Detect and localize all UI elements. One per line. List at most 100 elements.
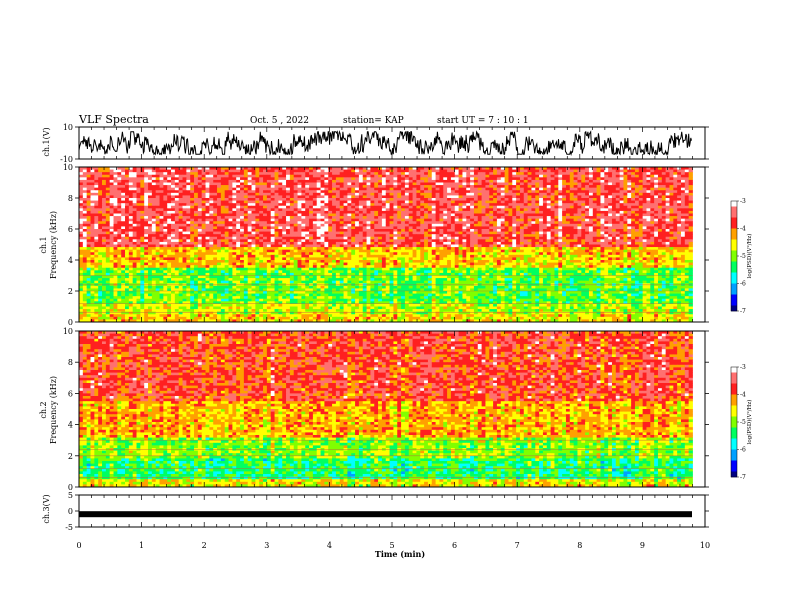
ch1-spectrogram-cell [428, 193, 432, 196]
ch1-spectrogram-cell [501, 211, 505, 214]
ch1-spectrogram-cell [459, 211, 463, 214]
ch1-spectrogram-cell [248, 198, 252, 201]
ch1-spectrogram-cell [424, 185, 428, 188]
ch1-spectrogram-cell [152, 226, 156, 229]
ch1-spectrogram-cell [627, 185, 631, 188]
ch1-spectrogram-cell [386, 214, 390, 217]
ch1-spectrogram-cell [236, 185, 240, 188]
ch1-spectrogram-cell [87, 175, 91, 178]
ch1-spectrogram-cell [156, 198, 160, 201]
ch1-spectrogram-cell [512, 170, 516, 173]
ch1-spectrogram-cell [83, 234, 87, 237]
ch1-spectrogram-cell [263, 195, 267, 198]
ch1-spectrogram-cell [186, 190, 190, 193]
ch1-spectrogram-cell [551, 211, 555, 214]
ch1-spectrogram-cell [102, 214, 106, 217]
ch1-spectrogram-cell [639, 208, 643, 211]
ch1-spectrogram-cell [612, 203, 616, 206]
ch1-spectrogram-cell [524, 221, 528, 224]
ch1-spectrogram-cell [489, 190, 493, 193]
ch1-spectrogram-cell [244, 216, 248, 219]
ch1-spectrogram-cell [528, 180, 532, 183]
ch1-spectrogram-cell [259, 208, 263, 211]
ch1-spectrogram-cell [317, 214, 321, 217]
ch1-spectrogram-cell [183, 195, 187, 198]
ch1-spectrogram-cell [658, 229, 662, 232]
ch1-spectrogram-cell [129, 229, 133, 232]
ch1-spectrogram-cell [466, 180, 470, 183]
ch1-spectrogram-cell [175, 185, 179, 188]
ch1-spectrogram-cell [535, 201, 539, 204]
ch1-spectrogram-cell [175, 201, 179, 204]
ch1-spectrogram-cell [202, 216, 206, 219]
ch1-spectrogram-cell [244, 239, 248, 242]
ch1-spectrogram-cell [482, 234, 486, 237]
ch1-spectrogram-cell [501, 242, 505, 245]
ch1-spectrogram-cell [390, 183, 394, 186]
ch1-spectrogram-cell [673, 201, 677, 204]
ch1-spectrogram-cell [574, 221, 578, 224]
ch1-spectrogram-cell [459, 180, 463, 183]
ch1-spectrogram-cell [524, 206, 528, 209]
ch1-spectrogram-cell [432, 219, 436, 222]
ch1-spectrogram-cell [681, 229, 685, 232]
ch1-spectrogram-cell [290, 224, 294, 227]
ch1-spectrogram-cell [225, 203, 229, 206]
ch1-spectrogram-cell [420, 201, 424, 204]
ch1-spectrogram-cell [597, 219, 601, 222]
ch1-spectrogram-cell [317, 216, 321, 219]
ch1-spectrogram-cell [382, 208, 386, 211]
ch1-spectrogram-cell [102, 221, 106, 224]
ch1-spectrogram-cell [558, 211, 562, 214]
ch1-spectrogram-cell [485, 226, 489, 229]
ch1-spectrogram-cell [198, 195, 202, 198]
ch1-spectrogram-cell [83, 180, 87, 183]
ch1-spectrogram-cell [194, 229, 198, 232]
ch1-spectrogram-cell [133, 170, 137, 173]
ch1-spectrogram-cell [363, 229, 367, 232]
ch1-spectrogram-cell [125, 206, 129, 209]
ch1-spectrogram-cell [505, 185, 509, 188]
ch1-spectrogram-cell [650, 208, 654, 211]
ch1-spectrogram-cell [635, 232, 639, 235]
ch1-spectrogram-cell [79, 219, 83, 222]
ch1-spectrogram-cell [420, 206, 424, 209]
ch1-spectrogram-cell [102, 190, 106, 193]
ch1-spectrogram-cell [225, 198, 229, 201]
ch1-spectrogram-cell [551, 188, 555, 191]
ch1-spectrogram-cell [114, 175, 118, 178]
ch1-spectrogram-cell [600, 175, 604, 178]
ch1-spectrogram-cell [183, 214, 187, 217]
ch1-spectrogram-cell [152, 216, 156, 219]
ch1-spectrogram-cell [229, 226, 233, 229]
ch1-spectrogram-cell [301, 193, 305, 196]
ch1-spectrogram-cell [658, 172, 662, 175]
ch1-spectrogram-cell [466, 198, 470, 201]
ch1-spectrogram-cell [512, 203, 516, 206]
ch1-spectrogram-cell [374, 208, 378, 211]
ch1-spectrogram-cell [301, 234, 305, 237]
ch1-spectrogram-cell [478, 170, 482, 173]
ch1-spectrogram-cell [98, 175, 102, 178]
ch1-spectrogram-cell [194, 185, 198, 188]
ch1-spectrogram-cell [677, 185, 681, 188]
ch1-spectrogram-cell [370, 232, 374, 235]
ch1-spectrogram-cell [183, 183, 187, 186]
ch1-spectrogram-cell [110, 237, 114, 240]
ch1-spectrogram-cell [374, 188, 378, 191]
ch1-spectrogram-cell [114, 203, 118, 206]
ch1-spectrogram-cell [278, 208, 282, 211]
ch1-spectrogram-cell [152, 193, 156, 196]
ch1-spectrogram-cell [390, 172, 394, 175]
ch1-spectrogram-cell [593, 237, 597, 240]
ch1-spectrogram-cell [558, 239, 562, 242]
ch1-spectrogram-cell [581, 219, 585, 222]
ch1-spectrogram-cell [140, 226, 144, 229]
ch1-spectrogram-cell [482, 172, 486, 175]
ch1-spectrogram-cell [190, 170, 194, 173]
ch1-spectrogram-cell [390, 237, 394, 240]
ch1-spectrogram-cell [447, 180, 451, 183]
ch1-spectrogram-cell [631, 193, 635, 196]
ch1-spectrogram-cell [305, 198, 309, 201]
ch1-spectrogram-cell [255, 234, 259, 237]
